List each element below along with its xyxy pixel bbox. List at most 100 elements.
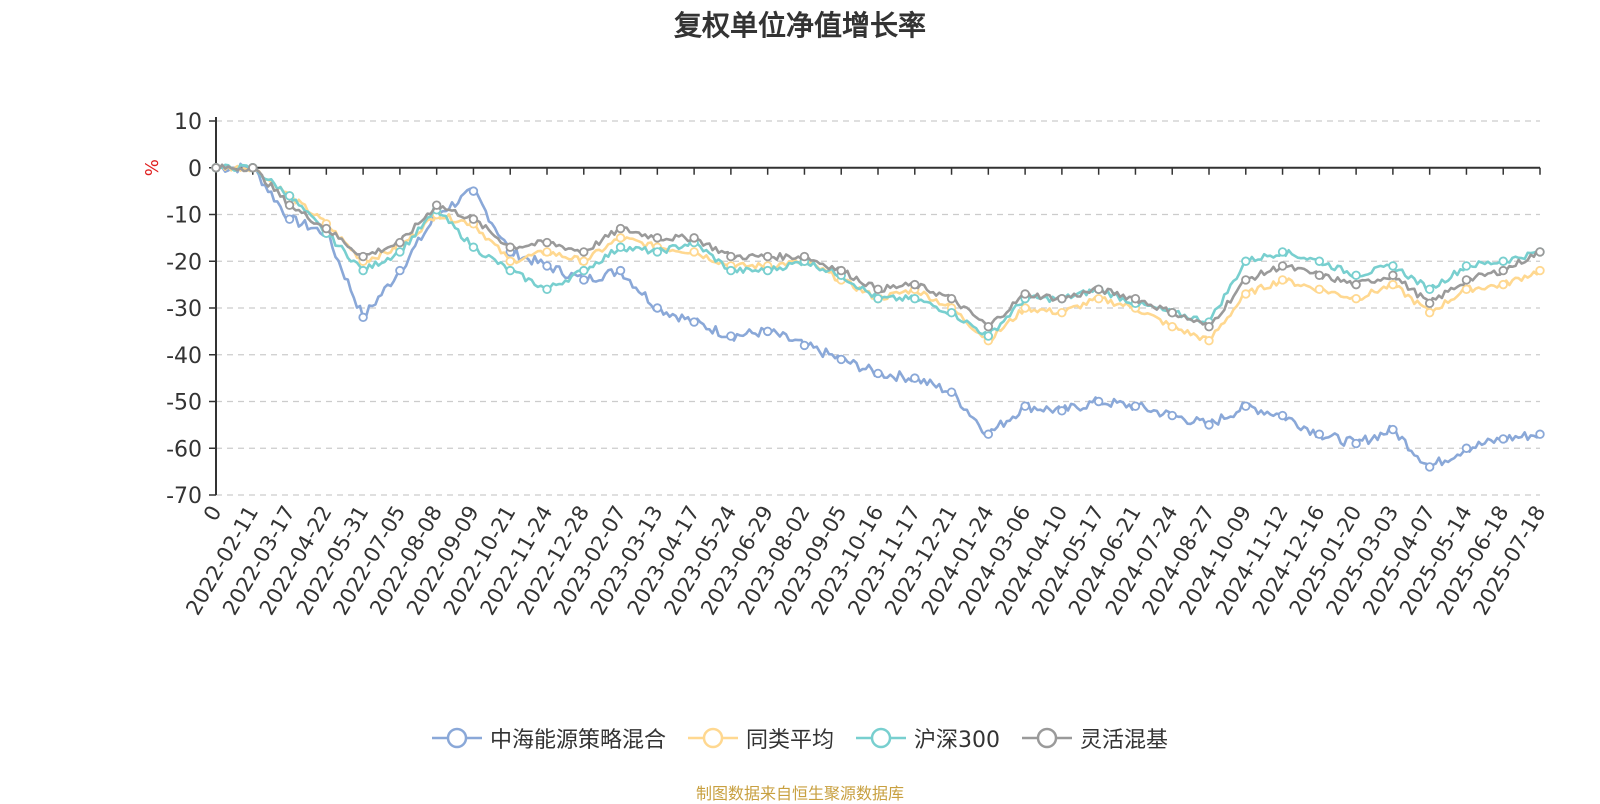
data-point [358,265,368,276]
data-point [983,429,994,439]
data-point [1057,293,1067,304]
y-axis-label: % [142,159,163,176]
data-point [1388,424,1398,435]
data-point [1241,275,1251,285]
data-point [579,256,589,266]
data-point [1314,284,1325,294]
data-point [726,251,736,262]
data-point [1277,410,1288,421]
data-point [1093,396,1104,407]
data-point [1498,265,1508,276]
data-point [762,251,773,262]
data-point [1535,429,1545,439]
data-point [1204,420,1214,430]
data-point [1461,443,1472,453]
legend-item[interactable]: 同类平均 [687,722,834,754]
data-point [1388,261,1398,271]
legend-item[interactable]: 灵活混基 [1022,722,1168,754]
source-note: 制图数据来自恒生聚源数据库 [695,784,904,803]
legend-swatch-icon [687,727,738,749]
data-point [1277,261,1288,271]
data-point [1130,293,1141,304]
data-point [1461,261,1472,271]
data-point [1498,434,1508,444]
data-point [983,331,994,341]
data-point [836,354,846,365]
legend-swatch-icon [1022,727,1072,749]
data-point [1241,289,1251,299]
y-tick-label: -10 [166,204,202,229]
y-tick-label: 10 [174,110,202,135]
data-point [652,303,663,313]
data-point [762,265,773,276]
data-point [1204,336,1214,346]
legend-swatch-icon [431,727,482,749]
data-point [910,279,920,290]
data-point [1241,401,1251,411]
data-point [1093,293,1104,304]
data-point [1130,401,1141,411]
data-point [431,200,442,210]
legend-item[interactable]: 沪深300 [856,722,1000,754]
data-point [1020,401,1030,411]
axes [209,117,1541,496]
data-point [689,247,699,257]
y-tick-label: 0 [188,157,202,182]
data-point [579,247,589,257]
data-point [615,233,626,243]
chart-title: 复权单位净值增长率 [673,9,926,42]
data-point [615,265,626,276]
data-point [468,186,479,196]
data-point [726,331,736,341]
y-tick-label: -70 [166,484,202,509]
legend-label: 灵活混基 [1080,728,1169,753]
data-point [873,284,883,294]
data-point [1424,307,1435,318]
data-point [358,251,368,262]
data-point [505,256,515,266]
data-point [726,265,736,276]
data-point [284,191,295,201]
data-point [873,293,883,304]
data-point [358,312,368,323]
data-point [542,261,552,271]
data-point [1093,284,1104,294]
data-point [1314,429,1325,439]
data-point [395,265,405,276]
y-tick-label: -40 [166,344,202,369]
data-point [1204,322,1214,332]
data-point [1167,322,1177,332]
data-point [689,233,699,243]
data-point [579,275,589,285]
data-point [1351,293,1361,304]
data-point [1351,438,1361,449]
series-lines [211,162,1545,472]
data-point [762,326,773,337]
data-point [1498,279,1508,290]
data-point [1498,256,1508,266]
legend-label: 沪深300 [914,728,1000,753]
data-point [1241,256,1251,266]
data-point [248,163,258,173]
data-point [873,368,883,379]
legend-label: 同类平均 [745,728,834,753]
data-point [542,284,552,294]
data-point [615,242,626,252]
data-point [946,293,957,304]
data-point [1277,247,1288,257]
data-point [395,247,405,257]
series-line [215,163,1541,338]
data-point [1167,307,1177,318]
data-point [1314,270,1325,280]
legend-label: 中海能源策略混合 [489,728,666,753]
data-point [1535,265,1545,276]
data-point [542,247,552,257]
data-point [284,200,295,210]
data-point [505,242,515,252]
legend-swatch-icon [856,727,906,749]
data-point [910,373,920,383]
data-point [1351,279,1361,290]
data-point [652,247,663,257]
legend-item[interactable]: 中海能源策略混合 [431,722,666,754]
data-point [946,387,957,397]
